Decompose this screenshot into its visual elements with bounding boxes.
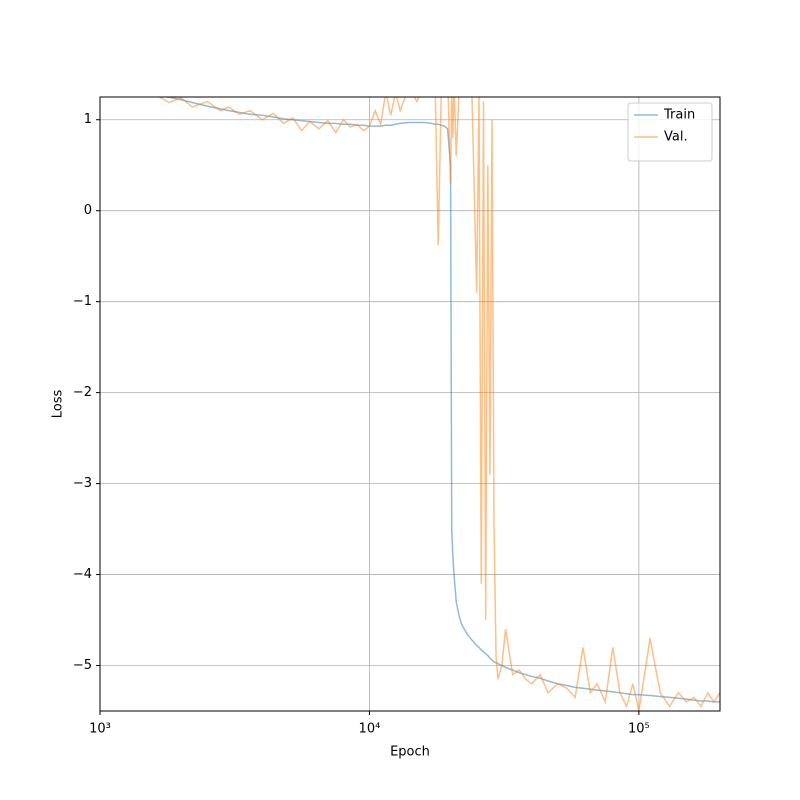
legend-label: Val. xyxy=(664,130,688,145)
x-tick-label: 10⁴ xyxy=(359,722,381,737)
y-axis-label: Loss xyxy=(51,390,66,419)
legend-label: Train xyxy=(663,108,695,123)
y-tick-label: −1 xyxy=(73,294,92,309)
legend-box xyxy=(627,102,713,162)
x-axis-label: Epoch xyxy=(390,745,430,760)
series-line xyxy=(157,97,720,703)
x-tick-label: 10³ xyxy=(89,722,111,737)
plot-frame xyxy=(99,96,721,712)
y-tick-label: −5 xyxy=(73,658,92,673)
y-tick-label: 1 xyxy=(84,112,92,127)
y-tick-label: −4 xyxy=(73,567,92,582)
y-tick-label: −2 xyxy=(73,385,92,400)
series-line xyxy=(158,97,720,711)
y-tick-label: 0 xyxy=(84,203,92,218)
x-tick-label: 10⁵ xyxy=(628,722,650,737)
y-tick-label: −3 xyxy=(73,476,92,491)
